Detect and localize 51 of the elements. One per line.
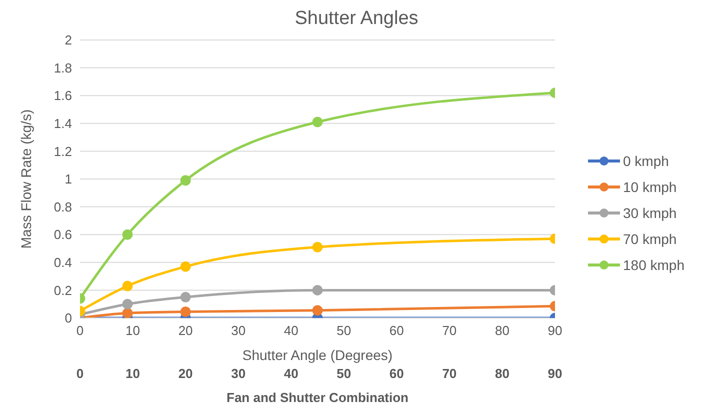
y-tick-label: 0.8 [54,199,72,214]
x2-tick-label: 80 [494,366,510,381]
x2-tick-label: 70 [442,366,457,381]
x2-tick-label: 30 [231,366,246,381]
point [180,292,191,302]
point [122,280,133,292]
x2-tick-label: 50 [336,366,352,381]
legend-label: 70 kmph [623,231,677,247]
point [180,261,191,272]
x-axis-title: Shutter Angle (Degrees) [242,347,393,363]
point [180,175,191,186]
legend-label: 0 kmph [623,153,669,169]
x-tick-label: 90 [548,323,562,338]
y-tick-label: 1.6 [54,88,72,104]
y-tick-label: 1.2 [54,144,72,159]
point [122,229,133,240]
y-tick-label: 1.4 [54,116,72,132]
y-tick-label: 0 [64,310,72,326]
x-tick-label: 60 [389,323,404,338]
x2-tick-label: 20 [178,366,193,381]
chart-title: Shutter Angles [294,8,420,31]
y-tick-label: 1 [64,172,72,187]
legend-label: 30 kmph [623,205,677,221]
point [122,298,133,310]
x-tick-label: 50 [336,323,352,338]
x-tick-label: 70 [442,323,457,338]
y-tick-label: 0.4 [54,255,72,270]
x-tick-label: 30 [231,323,246,338]
y-tick-label: 1.8 [54,60,72,76]
legend-label: 180 kmph [623,257,684,273]
y-tick-label: 0.6 [54,227,72,242]
x2-tick-label: 10 [126,366,140,381]
x2-tick-label: 40 [284,366,298,381]
x2-tick-label: 0 [76,366,84,381]
point [312,305,323,316]
x-tick-label: 0 [76,323,84,338]
y-tick-label: 2 [64,32,72,48]
x-tick-label: 20 [178,323,193,338]
point [180,306,191,317]
x-tick-label: 80 [494,323,510,338]
x2-tick-label: 60 [389,366,404,381]
legend-label: 10 kmph [623,179,677,195]
point [312,116,323,128]
x-tick-label: 40 [284,323,298,338]
y-axis-title: Mass Flow Rate (kg/s) [18,109,34,249]
point [312,242,323,252]
point [312,284,323,296]
x2-axis-title: Fan and Shutter Combination [226,390,408,405]
y-tick-label: 0.2 [54,282,72,298]
x-tick-label: 10 [126,323,140,338]
x2-tick-label: 90 [548,366,562,381]
